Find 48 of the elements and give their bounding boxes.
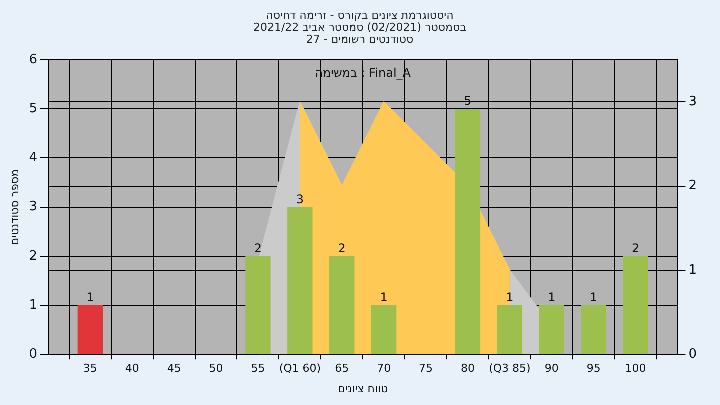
bar	[497, 306, 523, 354]
bar	[78, 306, 104, 354]
y-axis-title: מספר סטודנטים	[8, 169, 22, 246]
y-tick-label: 2	[29, 248, 38, 264]
x-tick-label: 70	[377, 362, 392, 376]
bar	[455, 109, 481, 354]
bar	[330, 256, 355, 354]
x-tick-label: 50	[209, 362, 224, 376]
y2-tick-label: 2	[688, 178, 698, 194]
y2-tick-label: 1	[688, 262, 698, 278]
y-tick-label: 5	[29, 101, 38, 116]
y-tick-label: 6	[29, 52, 38, 68]
data-label: 1	[380, 290, 388, 305]
x-tick-label: 100	[625, 362, 646, 376]
bar	[581, 306, 606, 354]
x-tick-label: 75	[419, 362, 434, 376]
y2-tick-label: 0	[688, 346, 698, 362]
y-tick-label: 4	[29, 150, 38, 166]
bar	[288, 207, 313, 354]
x-tick-label: 40	[125, 362, 140, 376]
bar	[539, 306, 564, 354]
y2-tick-label: 3	[688, 94, 698, 110]
x-tick-label: 35	[83, 362, 98, 376]
x-tick-label: (Q3 85)	[489, 362, 531, 376]
x-tick-label: (Q1 60)	[279, 362, 322, 376]
data-label: 1	[590, 290, 598, 305]
data-label: 1	[86, 290, 94, 305]
bar	[371, 306, 397, 354]
x-tick-label: 45	[167, 362, 182, 376]
x-axis-title: טווח ציונים	[338, 382, 388, 396]
data-label: 2	[338, 242, 346, 256]
y-tick-label: 0	[29, 346, 38, 362]
data-label: 2	[632, 242, 640, 256]
bar	[623, 256, 648, 354]
data-label: 2	[254, 242, 262, 256]
text: היסטוגרמת ציונים בקורס - זרימה דחיסה	[266, 9, 454, 22]
y-tick-label: 3	[29, 200, 38, 215]
y-tick-label: 1	[29, 298, 38, 313]
data-label: 3	[296, 192, 304, 206]
data-label: 1	[548, 290, 556, 305]
x-tick-label: 90	[544, 362, 559, 376]
text: בסמסטר (02/2021) סמסטר אביב 2021/22	[253, 21, 467, 34]
x-tick-label: 55	[251, 362, 266, 376]
text: סטודנטים רשומים - 27	[306, 33, 414, 46]
x-tick-label: 80	[460, 362, 475, 376]
x-tick-label: 95	[586, 362, 601, 376]
bar	[246, 256, 271, 354]
x-tick-label: 65	[335, 362, 350, 376]
